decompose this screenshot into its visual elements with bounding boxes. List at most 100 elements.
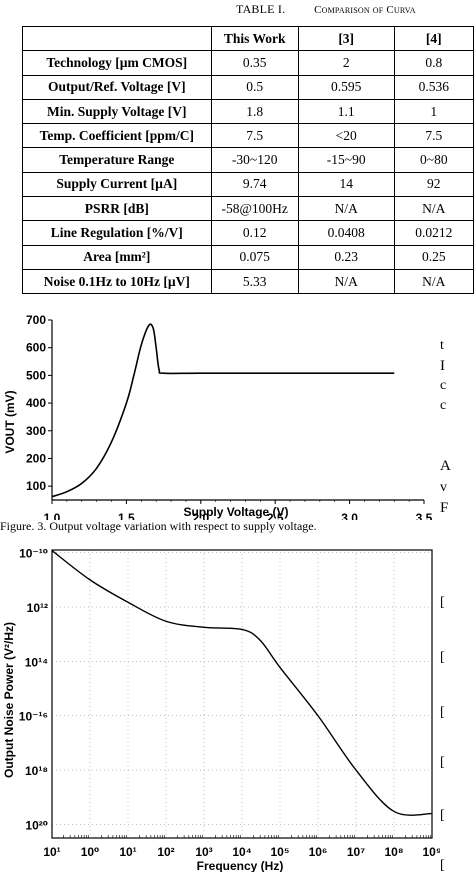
table-caption-text: Comparison of Curva bbox=[314, 4, 416, 16]
table-cell: N/A bbox=[297, 196, 395, 222]
chart-ylabel: Output Noise Power (V²/Hz) bbox=[2, 622, 16, 778]
ref-bracket: [ bbox=[440, 755, 445, 770]
table-row: Output/Ref. Voltage [V] 0.5 0.595 0.536 bbox=[22, 74, 474, 100]
table-cell: 92 bbox=[393, 171, 474, 198]
chart-y-tick-label: 100 bbox=[26, 479, 46, 493]
figure3-caption: Figure. 3. Output voltage variation with… bbox=[0, 519, 317, 533]
table-cell: N/A bbox=[393, 196, 474, 222]
chart-y-tick-label: 10¹⁸ bbox=[25, 764, 48, 778]
chart-x-tick-label: 3.5 bbox=[416, 511, 433, 520]
table-cell: 0.536 bbox=[393, 74, 474, 100]
table-row: Line Regulation [%/V] 0.12 0.0408 0.0212 bbox=[22, 220, 474, 246]
side-text: c bbox=[440, 398, 447, 413]
table-cell: 7.5 bbox=[393, 123, 474, 149]
chart-x-tick-label: 10³ bbox=[195, 845, 212, 859]
chart-y-tick-label: 200 bbox=[26, 451, 46, 465]
chart-x-tick-label: 10⁷ bbox=[347, 845, 365, 859]
table-row-header: Temperature Range bbox=[22, 147, 212, 173]
table-row: Min. Supply Voltage [V] 1.8 1.1 1 bbox=[22, 98, 474, 125]
table-cell: 0.12 bbox=[210, 220, 299, 246]
chart-x-tick-label: 3.0 bbox=[341, 511, 358, 520]
table-cell: N/A bbox=[393, 268, 474, 295]
table-row-header: Line Regulation [%/V] bbox=[22, 220, 212, 246]
table-cell: -15~90 bbox=[297, 147, 395, 173]
table-row-header: Temp. Coefficient [ppm/C] bbox=[22, 123, 212, 149]
table-cell: 0.35 bbox=[210, 50, 299, 76]
table-caption-prefix: TABLE I. bbox=[236, 2, 286, 16]
table-cell: 0.0408 bbox=[297, 220, 395, 246]
table-cell: -58@100Hz bbox=[210, 196, 299, 222]
table-cell: 1.1 bbox=[297, 98, 395, 125]
chart-x-tick-label: 10⁶ bbox=[309, 845, 328, 859]
chart-y-tick-label: 600 bbox=[26, 341, 46, 355]
chart-x-tick-label: 1.0 bbox=[44, 511, 61, 520]
chart-x-tick-label: 10⁹ bbox=[422, 845, 440, 859]
table-cell: 0.23 bbox=[297, 244, 395, 270]
chart-series-line bbox=[51, 550, 433, 816]
chart-series-line bbox=[51, 323, 395, 498]
table-cell: N/A bbox=[297, 268, 395, 295]
chart-ylabel: VOUT (mV) bbox=[3, 390, 17, 453]
table-header-cell: This Work bbox=[210, 25, 299, 52]
table-row: Supply Current [µA] 9.74 14 92 bbox=[22, 171, 474, 198]
table-row: Area [mm²] 0.075 0.23 0.25 bbox=[22, 244, 474, 270]
table-row-header: Technology [µm CMOS] bbox=[22, 50, 212, 76]
chart-y-tick-label: 10¹⁴ bbox=[25, 655, 48, 669]
table-cell: 0.0212 bbox=[393, 220, 474, 246]
vout-vs-supply-chart: 1.0 1.5 2.0 2.5 3.0 3.5100200300400500600700 … bbox=[3, 313, 433, 520]
side-text: A bbox=[440, 458, 451, 474]
table-row-header: Noise 0.1Hz to 10Hz [µV] bbox=[22, 268, 212, 295]
side-text: c bbox=[440, 378, 447, 393]
chart-y-tick-label: 10⁻¹⁰ bbox=[19, 547, 48, 561]
chart-x-tick-label: 10⁸ bbox=[384, 845, 403, 859]
chart-x-tick-label: 2.5 bbox=[267, 511, 284, 520]
table-row: Noise 0.1Hz to 10Hz [µV] 5.33 N/A N/A bbox=[22, 268, 474, 295]
chart-y-tick-label: 500 bbox=[26, 368, 46, 382]
chart-x-tick-label: 10¹ bbox=[119, 845, 136, 859]
table-row-header: Output/Ref. Voltage [V] bbox=[22, 74, 212, 100]
ref-bracket: [ bbox=[440, 858, 445, 873]
table-cell: 9.74 bbox=[210, 171, 299, 198]
table-cell: 1 bbox=[393, 98, 474, 125]
chart-xlabel: Frequency (Hz) bbox=[197, 859, 284, 872]
chart-x-tick-label: 10⁰ bbox=[81, 845, 100, 859]
chart-x-tick-label: 10¹ bbox=[43, 845, 60, 859]
chart-y-tick-label: 300 bbox=[26, 424, 46, 438]
side-text: v bbox=[440, 480, 447, 495]
table-cell: 2 bbox=[297, 50, 395, 76]
chart-y-tick-label: 10⁻¹⁶ bbox=[19, 710, 48, 724]
table-row-header: PSRR [dB] bbox=[22, 196, 212, 222]
ref-bracket: [ bbox=[440, 808, 445, 823]
chart-y-tick-label: 10¹² bbox=[27, 601, 48, 615]
table-header-cell: [3] bbox=[297, 25, 395, 52]
table-cell: 0.5 bbox=[210, 74, 299, 100]
table-cell: 1.8 bbox=[210, 98, 299, 125]
chart-y-tick-label: 10²⁰ bbox=[25, 818, 48, 832]
side-text: F bbox=[440, 500, 449, 516]
chart-y-tick-label: 400 bbox=[26, 396, 46, 410]
chart-x-tick-label: 10⁴ bbox=[232, 845, 251, 859]
table-row: Temp. Coefficient [ppm/C] 7.5 <20 7.5 bbox=[22, 123, 474, 149]
table-header-row: This Work [3] [4] bbox=[22, 25, 474, 52]
noise-power-chart: 10¹ 10⁰ 10¹ 10² 10³ 10⁴ 10⁵ 10⁶ 10⁷ 10⁸ 10⁹ 10⁻¹⁰ 10… bbox=[2, 547, 440, 872]
chart-x-tick-label: 10² bbox=[157, 845, 174, 859]
chart-x-tick-label: 10⁵ bbox=[271, 845, 290, 859]
table-cell: 7.5 bbox=[210, 123, 299, 149]
ref-bracket: [ bbox=[440, 705, 445, 720]
side-text: I bbox=[440, 358, 445, 374]
table-header-cell bbox=[22, 25, 212, 52]
chart-xlabel: Supply Voltage (V) bbox=[183, 505, 288, 519]
table-row: Temperature Range -30~120 -15~90 0~80 bbox=[22, 147, 474, 173]
ref-bracket: [ bbox=[440, 650, 445, 665]
table-cell: 14 bbox=[297, 171, 395, 198]
table-row: Technology [µm CMOS] 0.35 2 0.8 bbox=[22, 50, 474, 76]
table-cell: <20 bbox=[297, 123, 395, 149]
chart-x-tick-label: 2.0 bbox=[192, 511, 209, 520]
table-row-header: Min. Supply Voltage [V] bbox=[22, 98, 212, 125]
side-text: t bbox=[440, 338, 444, 353]
table-cell: 0.8 bbox=[393, 50, 474, 76]
ref-bracket: [ bbox=[440, 595, 445, 610]
table-cell: 5.33 bbox=[210, 268, 299, 295]
table-cell: 0.075 bbox=[210, 244, 299, 270]
chart-frame bbox=[51, 549, 433, 839]
